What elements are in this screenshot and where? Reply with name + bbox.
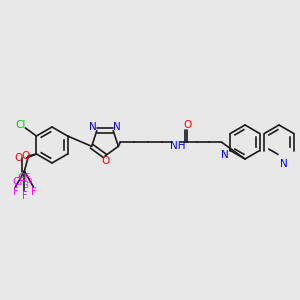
Text: Cl: Cl [15, 120, 26, 130]
Text: NH: NH [169, 141, 185, 151]
Text: N: N [280, 159, 288, 169]
Text: CF: CF [13, 177, 26, 187]
Text: F: F [31, 187, 36, 197]
Text: O: O [21, 151, 29, 161]
Text: N: N [221, 151, 229, 160]
Text: O: O [14, 153, 22, 163]
Text: N: N [113, 122, 121, 132]
Text: N: N [89, 122, 97, 132]
Text: F: F [22, 191, 27, 201]
Text: 3: 3 [27, 178, 32, 184]
Text: CF: CF [18, 173, 31, 183]
Text: 3: 3 [23, 181, 28, 190]
Text: O: O [101, 156, 109, 166]
Text: O: O [183, 120, 191, 130]
Text: F: F [13, 187, 18, 197]
